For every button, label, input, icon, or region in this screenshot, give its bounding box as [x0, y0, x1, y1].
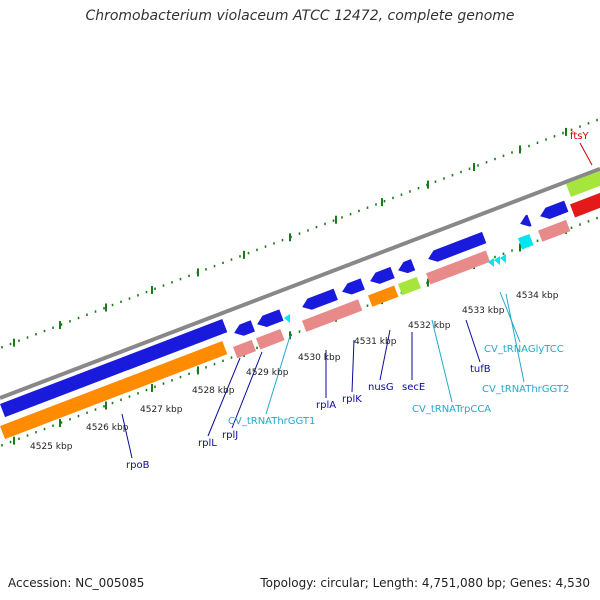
kbp-tick-label: 4528 kbp — [192, 386, 235, 396]
gene-label: CV_tRNAGlyTCC — [484, 344, 564, 355]
feature-cds — [428, 231, 487, 262]
feature-rpoB-cds — [0, 319, 228, 418]
gene-label: rplK — [342, 394, 362, 405]
kbp-tick-label: 4530 kbp — [298, 353, 341, 363]
backbone-line — [0, 167, 600, 400]
leader-line — [579, 142, 593, 166]
gene-label: secE — [402, 382, 425, 393]
label-leaders — [121, 142, 593, 459]
gene-label: tufB — [470, 364, 491, 375]
feature-nusG-gene — [368, 285, 399, 307]
accession-text: Accession: NC_005085 — [8, 576, 145, 590]
leader-line — [431, 319, 453, 403]
leader-line — [121, 413, 133, 459]
features — [0, 170, 600, 440]
leader-line — [379, 329, 391, 381]
feature-cds — [234, 320, 255, 336]
backbone — [0, 167, 600, 400]
gene-label: rplJ — [222, 430, 238, 441]
feature-gene — [538, 219, 571, 242]
kbp-tick-label: 4534 kbp — [516, 291, 559, 301]
kbp-tick-label: 4525 kbp — [30, 442, 73, 452]
feature-trna — [518, 233, 534, 250]
feature-cds — [257, 309, 284, 327]
map-title: Chromobacterium violaceum ATCC 12472, co… — [85, 8, 515, 24]
gene-label: CV_tRNATrpCCA — [412, 404, 491, 415]
feature-cds — [370, 266, 395, 284]
leader-line — [207, 357, 241, 437]
gene-label: CV_tRNAThrGGT1 — [228, 416, 315, 427]
leader-line — [351, 339, 355, 393]
feature-cds — [540, 200, 569, 219]
gene-label: ftsY — [570, 131, 589, 142]
feature-gene — [256, 328, 285, 350]
kbp-tick-label: 4531 kbp — [354, 337, 397, 347]
feature-secE-gene — [398, 276, 421, 296]
kbp-tick-label: 4533 kbp — [462, 306, 505, 316]
genome-summary: Topology: circular; Length: 4,751,080 bp… — [260, 576, 590, 590]
feature-cds — [342, 278, 365, 295]
trna-marker — [284, 314, 290, 323]
trna-marker — [488, 258, 494, 267]
kbp-tick-label: 4529 kbp — [246, 368, 289, 378]
feature-cds — [520, 214, 532, 227]
leader-line — [465, 319, 481, 363]
feature-ftsY-cds — [566, 170, 600, 197]
gene-label: CV_tRNAThrGGT2 — [482, 384, 569, 395]
labels: 4525 kbp 4526 kbp 4527 kbp 4528 kbp 4529 kbp… — [30, 131, 589, 471]
feature-gene — [233, 339, 256, 359]
gene-label: rplA — [316, 400, 336, 411]
feature-gene — [302, 299, 363, 332]
gene-label: rpoB — [126, 460, 150, 471]
leader-line — [231, 351, 263, 429]
gene-label: rplL — [198, 438, 217, 449]
feature-cds — [302, 288, 338, 310]
kbp-tick-label: 4527 kbp — [140, 405, 183, 415]
feature-gene — [426, 250, 491, 285]
leader-line — [265, 335, 291, 415]
feature-cds — [398, 259, 416, 274]
feature-rpoB-gene — [0, 341, 228, 440]
kbp-tick-label: 4532 kbp — [408, 321, 451, 331]
kbp-tick-label: 4526 kbp — [86, 423, 129, 433]
gene-label: nusG — [368, 382, 394, 393]
trna-marker — [494, 256, 500, 265]
leader-line — [505, 293, 525, 383]
leader-line — [499, 291, 521, 343]
trna-marker — [500, 254, 506, 263]
feature-ftsY-gene — [570, 192, 600, 218]
